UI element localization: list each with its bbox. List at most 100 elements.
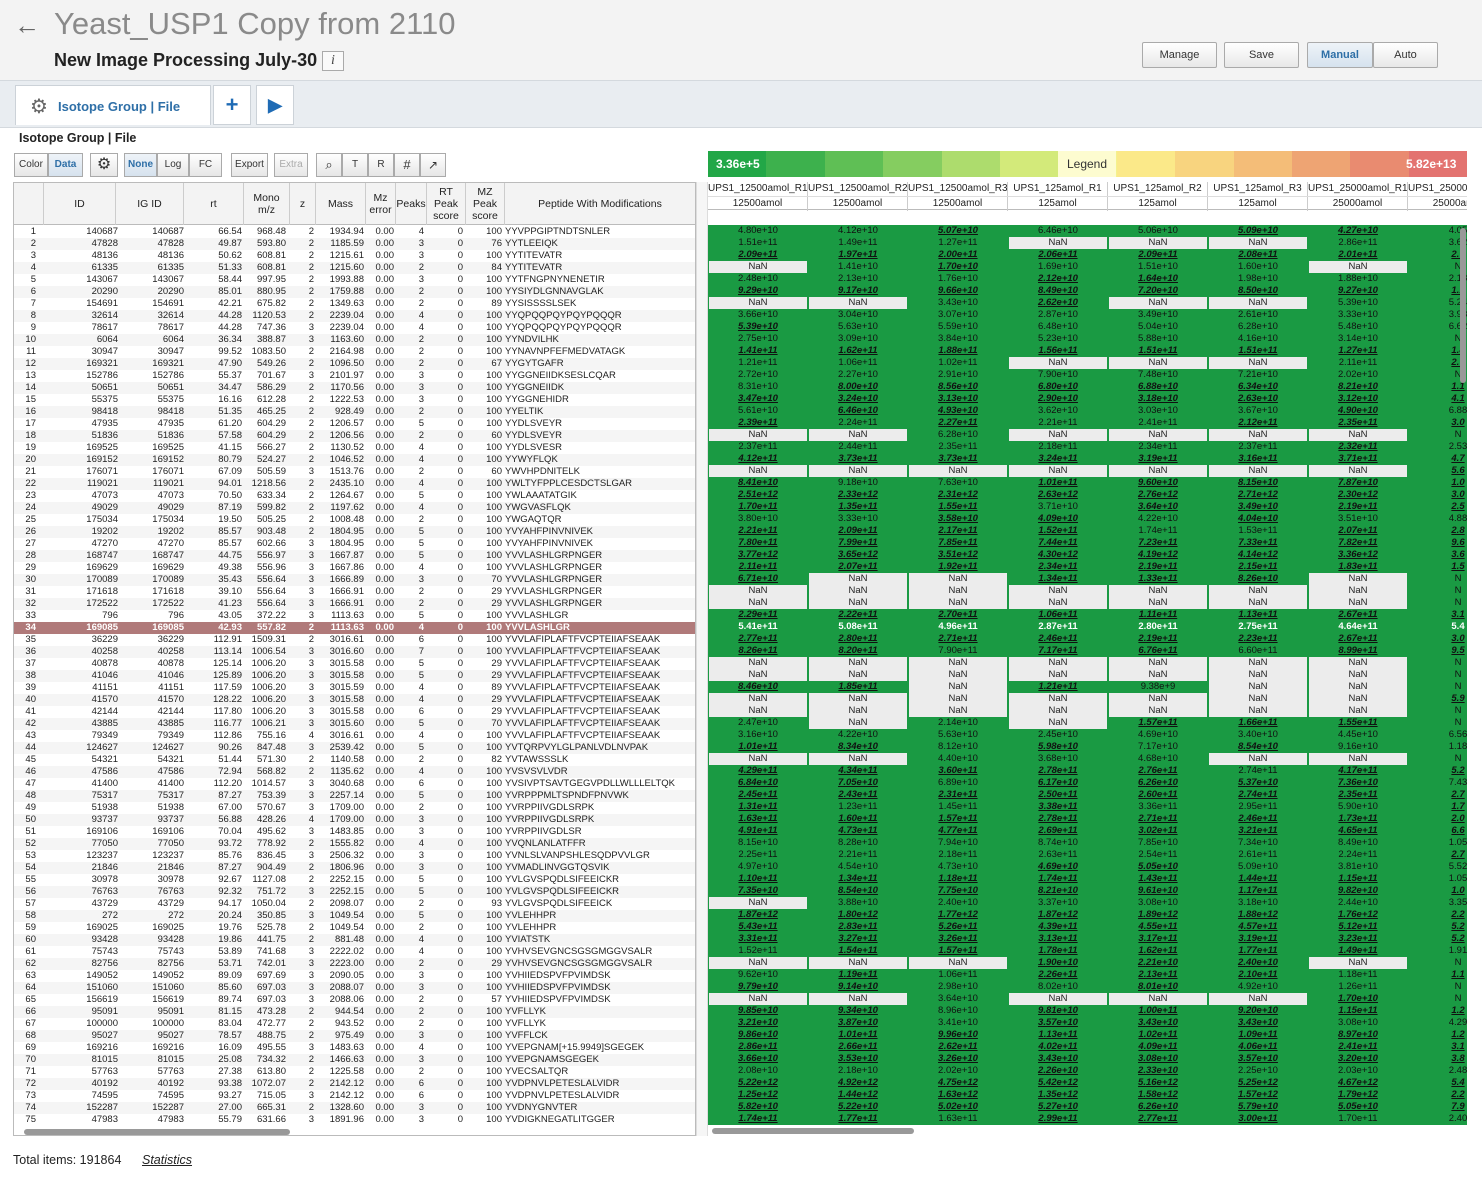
heatmap-sample-header[interactable]: UPS1_125amol_R1 [1008, 182, 1108, 196]
table-row[interactable]: 19 169525 169525 41.15 566.27 2 1130.52 0.00 4 0 1… [14, 442, 695, 454]
none-scale-button[interactable]: None [124, 153, 157, 177]
table-row[interactable]: 61 75743 75743 53.89 741.68 3 2222.02 0.00 4 0 100… [14, 946, 695, 958]
column-header[interactable]: Peaks [396, 183, 427, 225]
heatmap-sample-header[interactable]: UPS1_12500amol_R2 [808, 182, 908, 196]
table-row[interactable]: 65 156619 156619 89.74 697.03 3 2088.06 0.00 2 0 5… [14, 994, 695, 1006]
table-row[interactable]: 68 95027 95027 78.57 488.75 2 975.49 0.00 3 0 100 Y… [14, 1030, 695, 1042]
back-arrow-icon[interactable]: ← [14, 10, 40, 40]
heatmap-row[interactable]: 3.77e+12 3.65e+12 3.51e+12 4.30e+12 4.19e+12… [708, 549, 1467, 561]
table-row[interactable]: 15 55375 55375 16.16 612.28 2 1222.53 0.00 3 0 100… [14, 394, 695, 406]
add-tab-button[interactable]: + [213, 85, 251, 125]
table-row[interactable]: 55 30978 30978 92.67 1127.08 2 2252.15 0.00 5 0 10… [14, 874, 695, 886]
table-row[interactable]: 27 47270 47270 85.57 602.66 3 1804.95 0.00 5 0 100… [14, 538, 695, 550]
table-row[interactable]: 48 75317 75317 87.27 753.39 3 2257.14 0.00 5 0 100… [14, 790, 695, 802]
heatmap-row[interactable]: NaN NaN 6.28e+10 NaN NaN NaN NaN N [708, 429, 1467, 441]
run-button[interactable]: ▶ [256, 85, 294, 125]
heatmap-row[interactable]: NaN NaN NaN NaN NaN NaN NaN N [708, 705, 1467, 717]
heatmap-row[interactable]: 2.45e+11 2.43e+11 2.31e+11 2.50e+11 2.60e+11… [708, 789, 1467, 801]
table-row[interactable]: 72 40192 40192 93.38 1072.07 2 2142.12 0.00 6 0 10… [14, 1078, 695, 1090]
heatmap-row[interactable]: 2.51e+12 2.33e+12 2.31e+12 2.63e+12 2.76e+12… [708, 489, 1467, 501]
heatmap-row[interactable]: 5.39e+10 5.63e+10 5.59e+10 6.48e+10 5.04e+10… [708, 321, 1467, 333]
heatmap-row[interactable]: 1.41e+11 1.62e+11 1.88e+11 1.56e+11 1.51e+11… [708, 345, 1467, 357]
heatmap-row[interactable]: 8.46e+10 1.85e+11 NaN 1.21e+11 9.38e+9 NaN NaN… [708, 681, 1467, 693]
heatmap-row[interactable]: 2.37e+11 2.44e+11 2.35e+11 2.18e+11 2.34e+11… [708, 441, 1467, 453]
table-row[interactable]: 54 21846 21846 87.27 904.49 2 1806.96 0.00 3 0 100… [14, 862, 695, 874]
heatmap-row[interactable]: 2.21e+11 2.09e+11 2.17e+11 1.52e+11 1.74e+11… [708, 525, 1467, 537]
heatmap-row[interactable]: 1.52e+11 1.54e+11 1.57e+11 1.78e+11 1.62e+11… [708, 945, 1467, 957]
heatmap-row[interactable]: 8.15e+10 8.28e+10 7.94e+10 8.74e+10 7.85e+10… [708, 837, 1467, 849]
heatmap-row[interactable]: NaN NaN NaN NaN NaN NaN NaN N [708, 657, 1467, 669]
table-row[interactable]: 64 151060 151060 85.60 697.03 3 2088.07 0.00 3 0 1… [14, 982, 695, 994]
heatmap-row[interactable]: 2.48e+10 2.13e+10 1.76e+10 2.12e+10 1.64e+10… [708, 273, 1467, 285]
heatmap-row[interactable]: 1.74e+11 1.77e+11 1.63e+11 2.99e+11 2.77e+11… [708, 1113, 1467, 1125]
heatmap-row[interactable]: 4.97e+10 4.54e+10 4.73e+10 4.69e+10 5.05e+10… [708, 861, 1467, 873]
heatmap-row[interactable]: 2.29e+11 2.22e+11 2.70e+11 1.06e+11 1.11e+11… [708, 609, 1467, 621]
manual-toggle[interactable]: Manual [1307, 42, 1373, 68]
save-button[interactable]: Save [1224, 42, 1299, 68]
table-row[interactable]: 74 152287 152287 27.00 665.31 2 1328.60 0.00 3 0 1… [14, 1102, 695, 1114]
column-header[interactable]: RT Peak score [427, 183, 466, 225]
hash-button[interactable]: # [394, 153, 420, 177]
table-row[interactable]: 32 172522 172522 41.23 556.64 3 1666.91 0.00 2 0 2… [14, 598, 695, 610]
heatmap-row[interactable]: 9.29e+10 9.17e+10 9.66e+10 8.49e+10 7.20e+10… [708, 285, 1467, 297]
table-row[interactable]: 13 152786 152786 55.37 701.67 3 2101.97 0.00 3 0 1… [14, 370, 695, 382]
heatmap-row[interactable]: 5.41e+11 5.08e+11 4.96e+11 2.87e+11 2.80e+11… [708, 621, 1467, 633]
column-header[interactable]: Mono m/z [244, 183, 290, 225]
heatmap-row[interactable]: 6.71e+10 NaN NaN 1.34e+11 1.33e+11 8.26e+10 Na… [708, 573, 1467, 585]
table-row[interactable]: 47 41400 41400 112.20 1014.57 3 3040.68 0.00 6 0 1… [14, 778, 695, 790]
table-row[interactable]: 35 36229 36229 112.91 1509.31 2 3016.61 0.00 6 0 1… [14, 634, 695, 646]
table-row[interactable]: 7 154691 154691 42.21 675.82 2 1349.63 0.00 2 0 89… [14, 298, 695, 310]
table-row[interactable]: 42 43885 43885 116.77 1006.21 3 3015.60 0.00 5 0 7… [14, 718, 695, 730]
column-header[interactable]: Peptide With Modifications [505, 183, 695, 225]
table-row[interactable]: 57 43729 43729 94.17 1050.04 2 2098.07 0.00 2 0 93… [14, 898, 695, 910]
table-row[interactable]: 41 42144 42144 117.80 1006.20 3 3015.58 0.00 6 0 2… [14, 706, 695, 718]
table-row[interactable]: 23 47073 47073 70.50 633.34 2 1264.67 0.00 5 0 100… [14, 490, 695, 502]
table-row[interactable]: 3 48136 48136 50.62 608.81 2 1215.61 0.00 3 0 100 Y… [14, 250, 695, 262]
heatmap-row[interactable]: NaN NaN 3.64e+10 NaN NaN NaN 1.70e+10 N [708, 993, 1467, 1005]
table-row[interactable]: 62 82756 82756 53.71 742.01 3 2223.00 0.00 2 0 29 Y… [14, 958, 695, 970]
table-row[interactable]: 20 169152 169152 80.79 524.27 2 1046.52 0.00 4 0 1… [14, 454, 695, 466]
tab-isotope-group-file[interactable]: ⚙ Isotope Group | File [15, 85, 211, 125]
heatmap-row[interactable]: 9.85e+10 9.34e+10 8.96e+10 9.81e+10 1.00e+11… [708, 1005, 1467, 1017]
heatmap-row[interactable]: 3.80e+10 3.33e+10 3.58e+10 4.09e+10 4.22e+10… [708, 513, 1467, 525]
table-row[interactable]: 8 32614 32614 44.28 1120.53 2 2239.04 0.00 4 0 100… [14, 310, 695, 322]
heatmap-sample-header[interactable]: UPS1_125amol_R2 [1108, 182, 1208, 196]
table-row[interactable]: 63 149052 149052 89.09 697.69 3 2090.05 0.00 3 0 1… [14, 970, 695, 982]
panel-splitter[interactable] [696, 182, 708, 1136]
heatmap-row[interactable]: 4.12e+11 3.73e+11 3.73e+11 3.24e+11 3.19e+11… [708, 453, 1467, 465]
heatmap-row[interactable]: NaN NaN 4.40e+10 3.68e+10 4.68e+10 NaN NaN N [708, 753, 1467, 765]
heatmap-row[interactable]: 2.25e+11 2.21e+11 2.18e+11 2.63e+11 2.54e+11… [708, 849, 1467, 861]
heatmap-row[interactable]: 2.75e+10 3.09e+10 3.84e+10 5.23e+10 5.88e+10… [708, 333, 1467, 345]
heatmap-row[interactable]: 4.80e+10 4.12e+10 5.07e+10 6.46e+10 5.06e+10… [708, 225, 1467, 237]
column-header[interactable]: Mass [316, 183, 366, 225]
heatmap-row[interactable]: 2.08e+10 2.18e+10 2.02e+10 2.26e+10 2.33e+10… [708, 1065, 1467, 1077]
heatmap-row[interactable]: 3.47e+10 3.24e+10 3.13e+10 2.90e+10 3.18e+10… [708, 393, 1467, 405]
heatmap-row[interactable]: 7.80e+11 7.99e+11 7.85e+11 7.44e+11 7.23e+11… [708, 537, 1467, 549]
export-button[interactable]: Export [231, 153, 268, 177]
table-row[interactable]: 36 40258 40258 113.14 1006.54 3 3016.60 0.00 7 0 1… [14, 646, 695, 658]
table-row[interactable]: 34 169085 169085 42.93 557.82 2 1113.63 0.00 4 0 1… [14, 622, 695, 634]
heatmap-row[interactable]: 2.47e+10 NaN 2.14e+10 NaN 1.57e+11 1.66e+11 1.… [708, 717, 1467, 729]
table-row[interactable]: 56 76763 76763 92.32 751.72 3 2252.15 0.00 5 0 100… [14, 886, 695, 898]
table-row[interactable]: 17 47935 47935 61.20 604.29 2 1206.57 0.00 5 0 100… [14, 418, 695, 430]
table-row[interactable]: 29 169629 169629 49.38 556.96 3 1667.86 0.00 4 0 1… [14, 562, 695, 574]
table-row[interactable]: 53 123237 123237 85.76 836.45 3 2506.32 0.00 3 0 1… [14, 850, 695, 862]
heatmap-row[interactable]: NaN NaN NaN NaN NaN NaN NaN N [708, 585, 1467, 597]
statistics-link[interactable]: Statistics [142, 1153, 193, 1167]
table-row[interactable]: 39 41151 41151 117.59 1006.20 3 3015.59 0.00 4 0 8… [14, 682, 695, 694]
table-row[interactable]: 10 6064 6064 36.34 388.87 3 1163.60 0.00 2 0 100 YY… [14, 334, 695, 346]
heatmap-row[interactable]: 2.72e+10 2.27e+10 2.91e+10 7.90e+10 7.48e+10… [708, 369, 1467, 381]
table-row[interactable]: 18 51836 51836 57.58 604.29 2 1206.56 0.00 2 0 60 Y… [14, 430, 695, 442]
heatmap-row[interactable]: 8.41e+10 9.18e+10 7.63e+10 1.01e+11 9.60e+10… [708, 477, 1467, 489]
heatmap-row[interactable]: 3.16e+10 4.22e+10 5.63e+10 2.45e+10 4.69e+10… [708, 729, 1467, 741]
heatmap-row[interactable]: NaN 3.88e+10 2.40e+10 3.37e+10 3.08e+10 3.18e… [708, 897, 1467, 909]
column-header[interactable]: ID [44, 183, 116, 225]
heatmap-row[interactable]: 5.43e+11 2.83e+11 5.26e+11 4.39e+11 4.55e+11… [708, 921, 1467, 933]
log-scale-button[interactable]: Log [157, 153, 189, 177]
table-row[interactable]: 46 47586 47586 72.94 568.82 2 1135.62 0.00 4 0 100… [14, 766, 695, 778]
t-button[interactable]: T [342, 153, 368, 177]
heatmap-sample-header[interactable]: UPS1_25000amol_R2 [1408, 182, 1467, 196]
heatmap-row[interactable]: NaN NaN NaN NaN NaN NaN NaN 5.9 [708, 693, 1467, 705]
heatmap-row[interactable]: 1.51e+11 1.49e+11 1.27e+11 NaN NaN NaN 2.86e+1… [708, 237, 1467, 249]
table-row[interactable]: 25 175034 175034 19.50 505.25 2 1008.48 0.00 2 0 1… [14, 514, 695, 526]
